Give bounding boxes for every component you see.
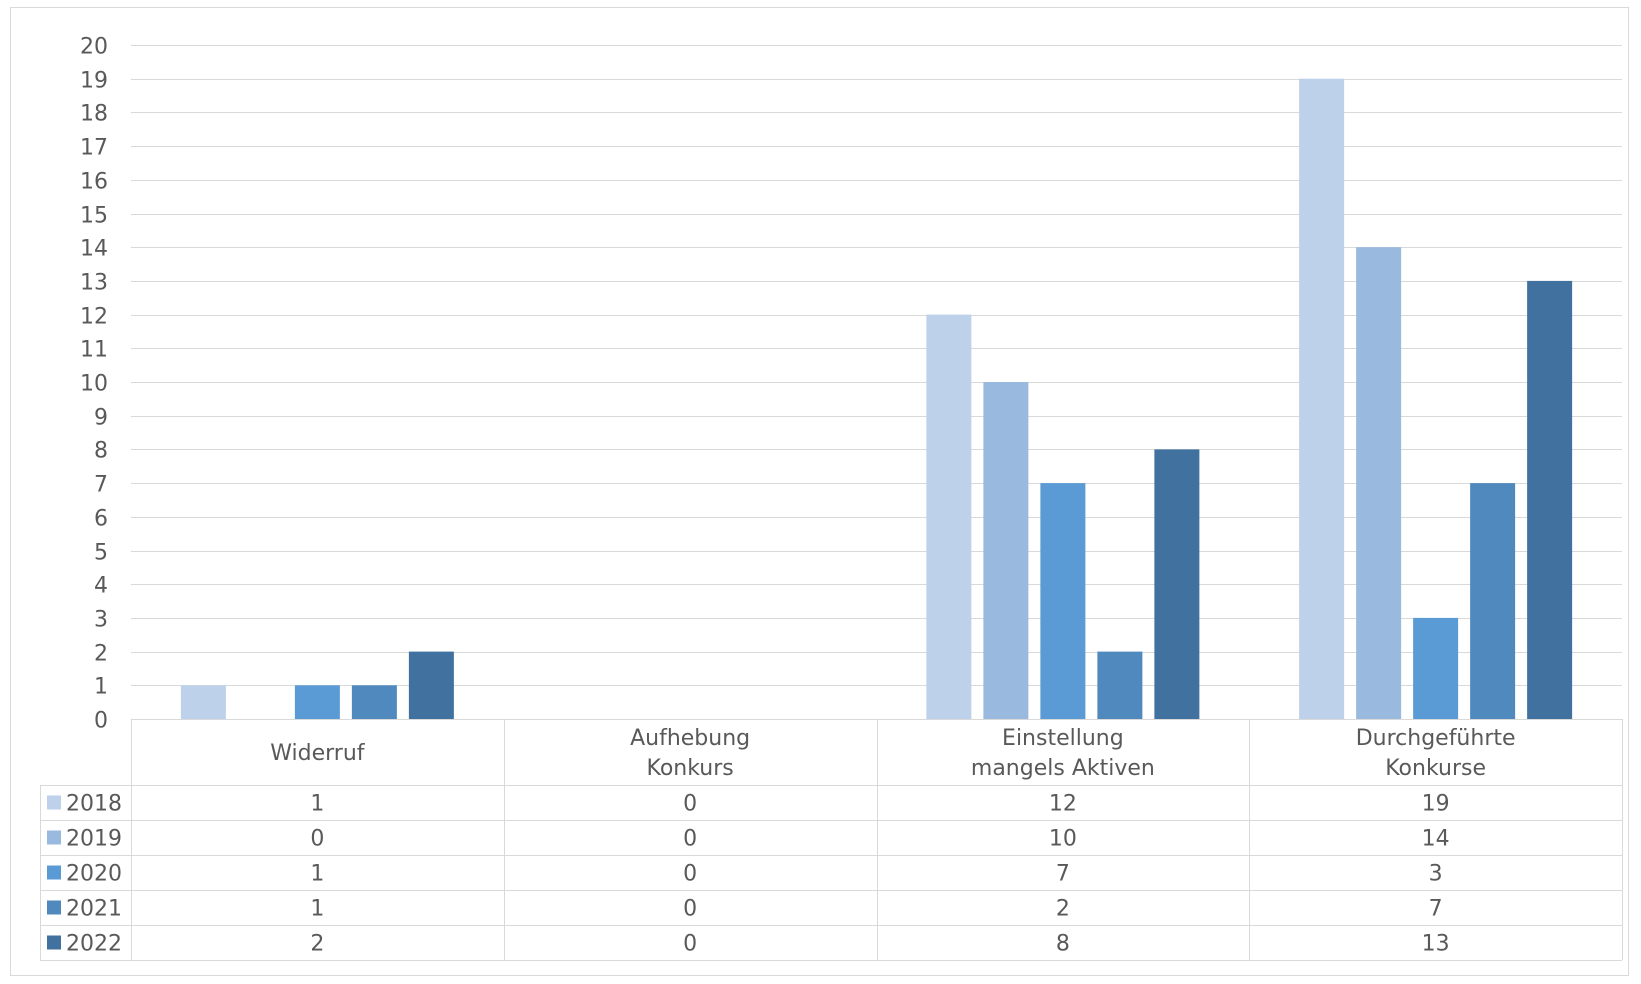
legend-swatch — [47, 900, 61, 915]
bar — [180, 685, 226, 719]
table-cell-value: 13 — [1422, 932, 1450, 957]
category-label-line: Konkurs — [647, 756, 734, 781]
table-cell-value: 3 — [1429, 862, 1443, 887]
legend-label: 2022 — [66, 932, 122, 957]
data-table: Widerruf Aufhebung Konkurs Einstellung mange… — [40, 719, 1623, 961]
table-cell-value: 0 — [683, 932, 697, 957]
category-label-line: Konkurse — [1385, 756, 1486, 781]
bar — [926, 314, 972, 719]
table-cell-value: 2 — [310, 932, 324, 957]
legend-label: 2020 — [66, 862, 122, 887]
y-tick-label: 1 — [94, 675, 108, 700]
y-tick-label: 9 — [94, 406, 108, 431]
y-tick-label: 18 — [80, 102, 108, 127]
y-tick-label: 11 — [80, 338, 108, 363]
bars — [180, 78, 1573, 719]
table-cell-value: 0 — [683, 862, 697, 887]
y-tick-label: 20 — [80, 35, 108, 60]
y-tick-label: 4 — [94, 574, 108, 599]
table-cell-value: 1 — [310, 862, 324, 887]
category-label: Einstellung mangels Aktiven — [971, 726, 1155, 781]
table-cell-value: 1 — [310, 897, 324, 922]
category-label: Aufhebung Konkurs — [630, 726, 750, 781]
legend-swatch — [47, 830, 61, 845]
table-cell-value: 0 — [683, 792, 697, 817]
bar — [1527, 280, 1573, 719]
y-tick-label: 2 — [94, 642, 108, 667]
y-tick-label: 15 — [80, 204, 108, 229]
legend-label: 2018 — [66, 792, 122, 817]
y-tick-label: 5 — [94, 541, 108, 566]
table-cell-value: 12 — [1049, 792, 1077, 817]
category-label: Widerruf — [270, 741, 366, 766]
y-tick-label: 13 — [80, 271, 108, 296]
table-cell-value: 14 — [1422, 827, 1450, 852]
table-cell-value: 10 — [1049, 827, 1077, 852]
bar — [1299, 78, 1345, 719]
category-label-line: Widerruf — [270, 741, 366, 766]
legend-swatch — [47, 935, 61, 950]
y-tick-label: 6 — [94, 507, 108, 532]
category-label-line: Durchgeführte — [1356, 726, 1516, 751]
bar — [983, 382, 1029, 719]
y-tick-label: 14 — [80, 237, 108, 262]
table-cell-value: 7 — [1429, 897, 1443, 922]
legend-swatch — [47, 865, 61, 880]
bar — [408, 651, 454, 719]
y-tick-label: 7 — [94, 473, 108, 498]
y-tick-label: 19 — [80, 69, 108, 94]
category-label: Durchgeführte Konkurse — [1356, 726, 1516, 781]
y-tick-label: 3 — [94, 608, 108, 633]
table-cell-value: 1 — [310, 792, 324, 817]
table-cell-value: 19 — [1422, 792, 1450, 817]
legend-swatch — [47, 795, 61, 810]
table-cell-value: 2 — [1056, 897, 1070, 922]
bar — [1154, 449, 1200, 719]
y-tick-label: 17 — [80, 136, 108, 161]
table-cell-value: 0 — [683, 897, 697, 922]
bar — [294, 685, 340, 719]
bar — [1097, 651, 1143, 719]
bar — [1040, 483, 1086, 719]
legend-label: 2019 — [66, 827, 122, 852]
y-tick-label: 12 — [80, 305, 108, 330]
y-tick-label: 0 — [94, 709, 108, 734]
bar — [351, 685, 397, 719]
bar — [1413, 617, 1459, 719]
category-label-line: mangels Aktiven — [971, 756, 1155, 781]
table-cell-value: 0 — [310, 827, 324, 852]
y-tick-label: 16 — [80, 170, 108, 195]
legend-label: 2021 — [66, 897, 122, 922]
table-cell-value: 7 — [1056, 862, 1070, 887]
table-cell-value: 0 — [683, 827, 697, 852]
bar — [1356, 247, 1402, 719]
category-label-line: Aufhebung — [630, 726, 750, 751]
bar — [1470, 483, 1516, 719]
y-tick-label: 10 — [80, 372, 108, 397]
table-cell-value: 8 — [1056, 932, 1070, 957]
y-tick-label: 8 — [94, 439, 108, 464]
category-label-line: Einstellung — [1002, 726, 1124, 751]
